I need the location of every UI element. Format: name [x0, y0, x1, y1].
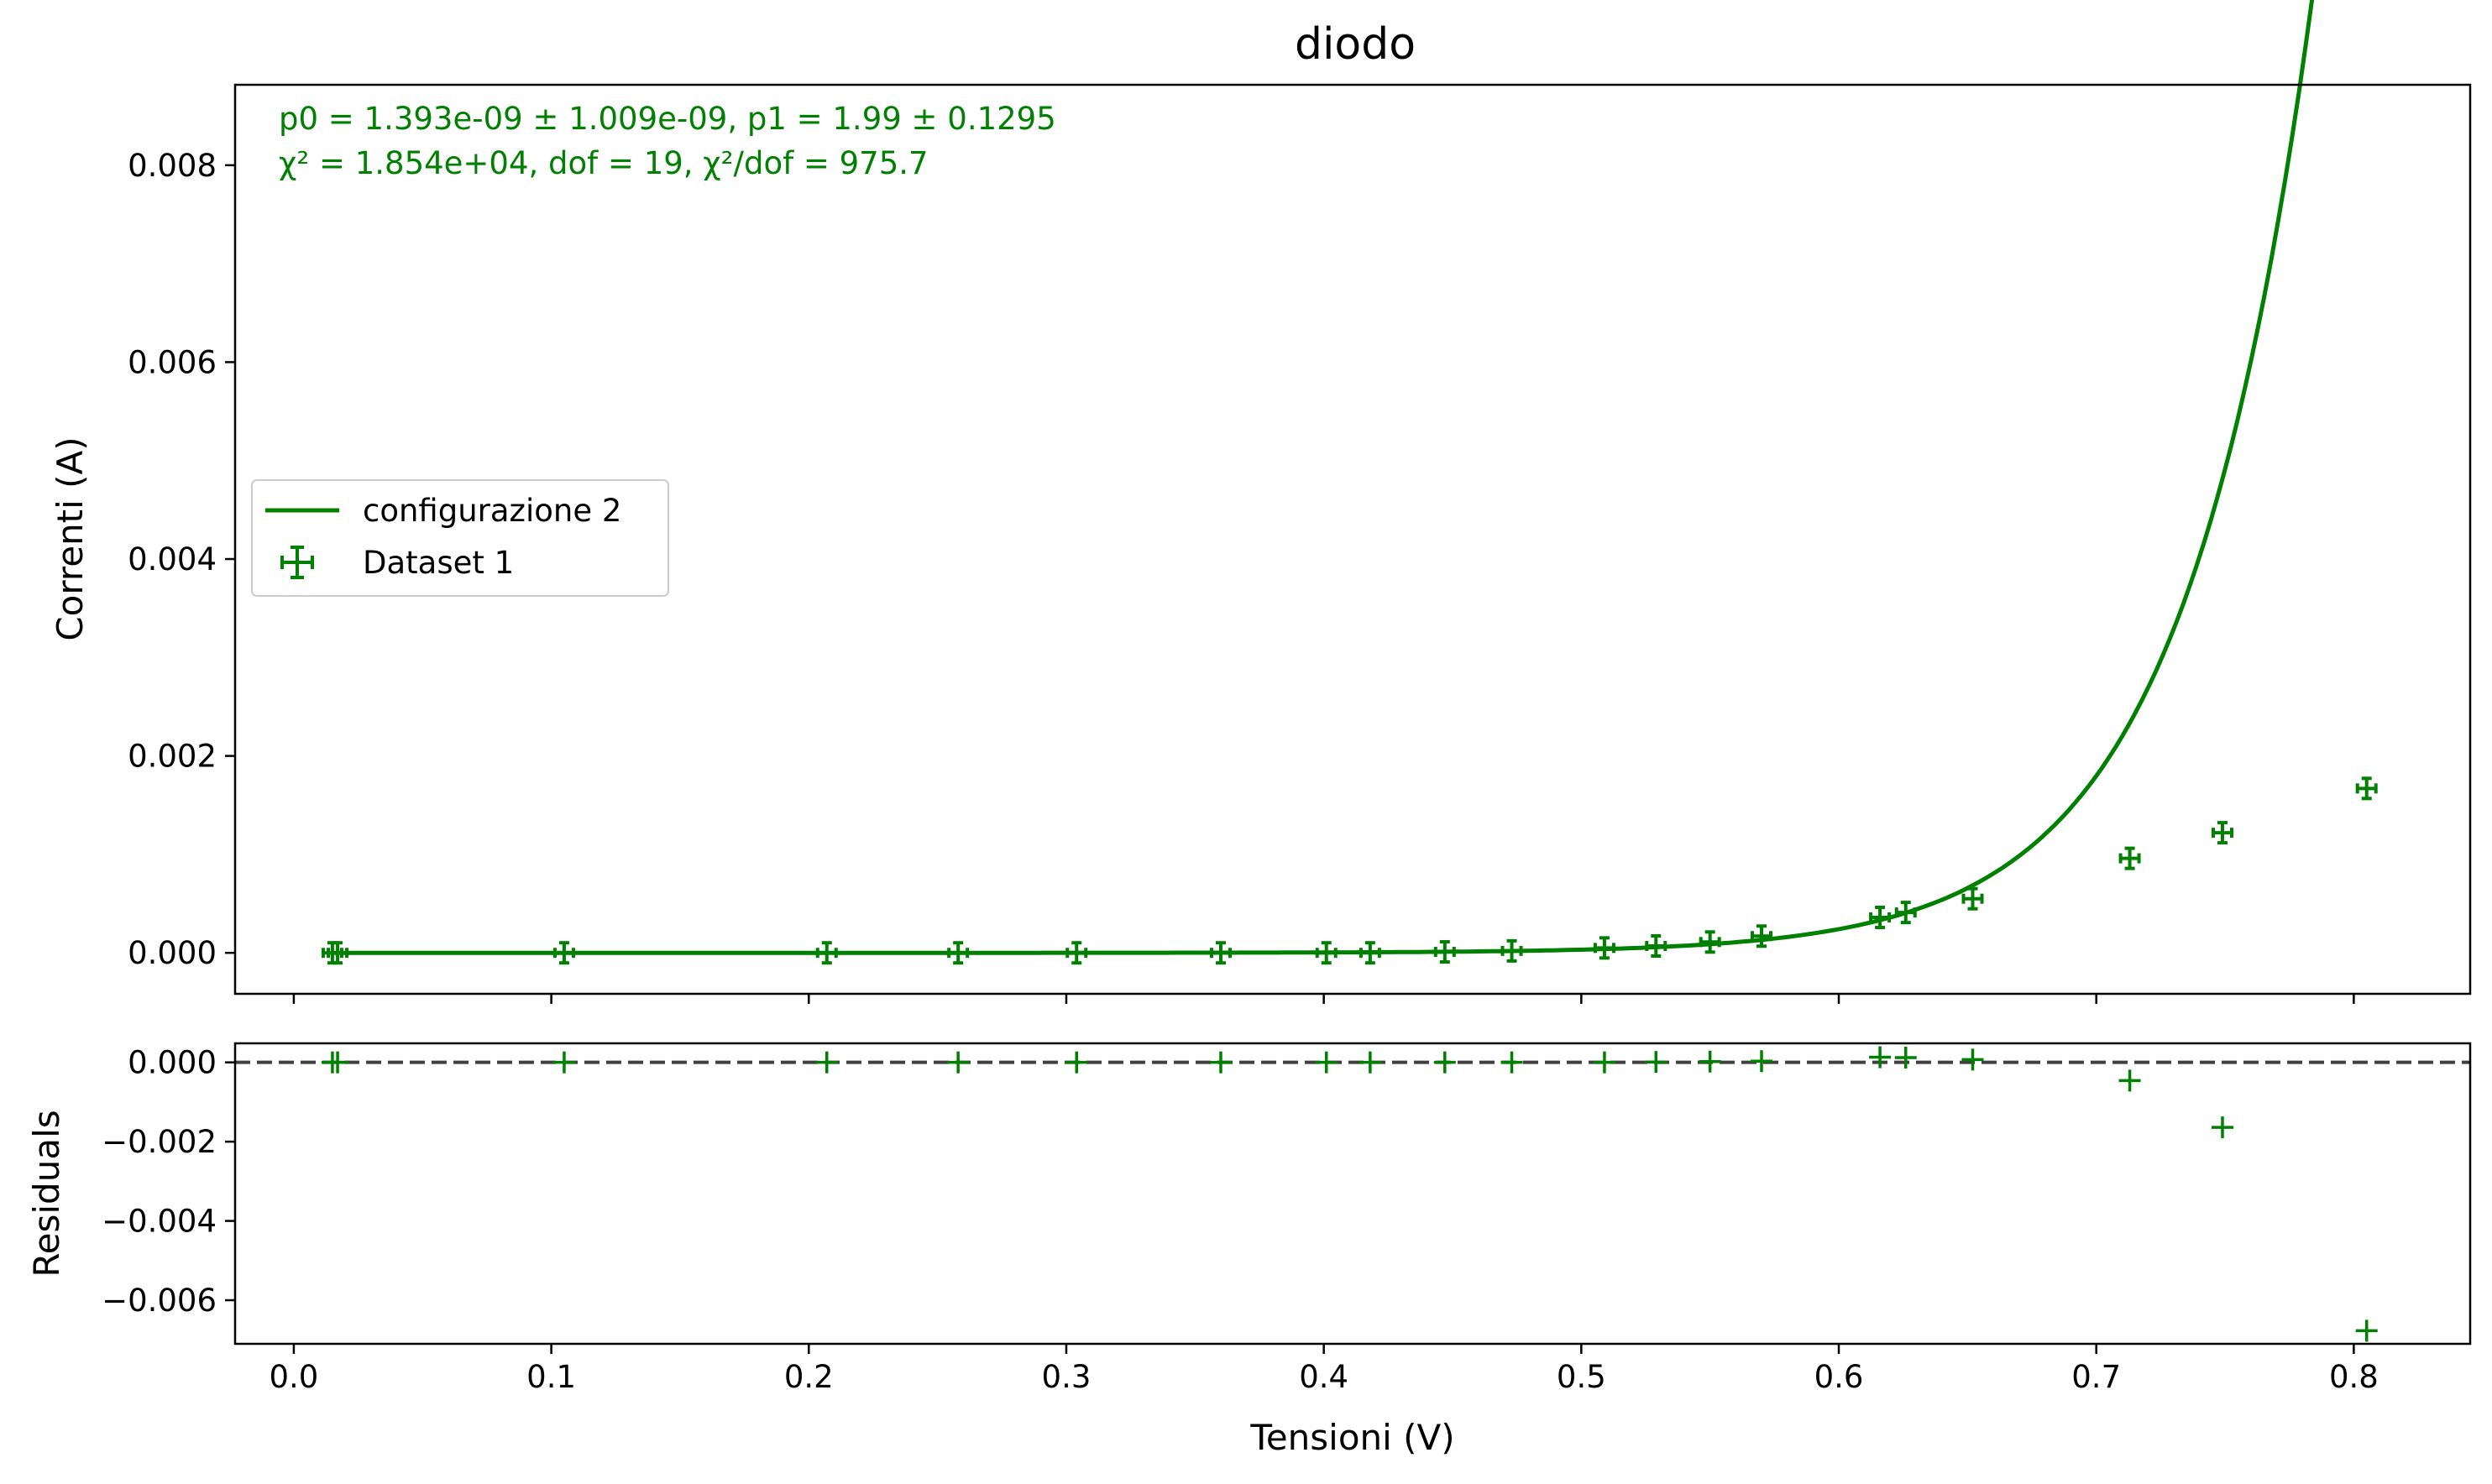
- x-tick-label: 0.7: [2071, 1359, 2121, 1395]
- x-tick-label: 0.0: [270, 1359, 319, 1395]
- residuals-x-ticks: 0.0 0.1 0.2 0.3 0.4 0.5 0.6 0.7 0.8: [270, 1344, 2379, 1395]
- x-axis-label: Tensioni (V): [1249, 1417, 1454, 1458]
- main-y-ticks: 0.000 0.002 0.004 0.006 0.008: [128, 148, 235, 971]
- fit-curve-layer: [332, 0, 2315, 955]
- residual-point: [2118, 1069, 2141, 1092]
- legend-label-dataset: Dataset 1: [363, 545, 514, 581]
- residual-point: [327, 1051, 349, 1074]
- residuals-y-tick-label: −0.006: [102, 1283, 217, 1319]
- legend-errorbar-swatch: [280, 546, 314, 579]
- data-point: [1065, 941, 1088, 965]
- main-y-tick-label: 0.006: [128, 344, 217, 380]
- data-point: [1869, 905, 1892, 929]
- x-tick-label: 0.5: [1557, 1359, 1606, 1395]
- residual-point: [1065, 1051, 1088, 1074]
- data-point: [1894, 901, 1917, 925]
- residual-point: [552, 1051, 575, 1074]
- main-y-tick-label: 0.008: [128, 148, 217, 184]
- data-point: [1315, 941, 1338, 965]
- x-tick-label: 0.4: [1299, 1359, 1348, 1395]
- data-point: [2118, 846, 2141, 870]
- residuals-y-axis-label: Residuals: [26, 1110, 67, 1277]
- x-tick-label: 0.8: [2329, 1359, 2379, 1395]
- data-point: [947, 941, 970, 965]
- data-point: [1433, 940, 1456, 964]
- main-y-tick-label: 0.002: [128, 739, 217, 775]
- residual-point: [1645, 1051, 1667, 1074]
- residual-point: [815, 1051, 838, 1074]
- residual-point: [1869, 1046, 1892, 1069]
- legend: configurazione 2 Dataset 1: [251, 479, 669, 597]
- data-point: [1593, 936, 1615, 960]
- x-tick-label: 0.3: [1042, 1359, 1092, 1395]
- residual-point: [1433, 1051, 1456, 1074]
- x-tick-label: 0.2: [784, 1359, 834, 1395]
- residuals-axes-frame: [233, 1042, 2472, 1346]
- main-data-points: [321, 776, 2378, 965]
- fit-annotation-line-1: p0 = 1.393e-09 ± 1.009e-09, p1 = 1.99 ± …: [279, 101, 1056, 137]
- data-point: [1359, 941, 1381, 965]
- main-plot-panel: diodo 0.000 0.002 0.004 0.006 0.008 Correnti…: [50, 0, 2472, 1004]
- residuals-y-tick-label: −0.004: [102, 1204, 217, 1240]
- residual-point: [1209, 1051, 1232, 1074]
- x-tick-label: 0.6: [1814, 1359, 1864, 1395]
- data-point: [552, 941, 575, 965]
- residual-point: [947, 1051, 970, 1074]
- main-x-ticks: [292, 994, 2355, 1004]
- residual-point: [1894, 1047, 1917, 1069]
- residuals-y-tick-label: −0.002: [102, 1124, 217, 1160]
- residuals-data-points: [321, 1046, 2378, 1342]
- residual-point: [1751, 1050, 1773, 1073]
- data-point: [815, 941, 838, 965]
- residual-point: [2355, 1319, 2378, 1342]
- residual-point: [1359, 1051, 1381, 1074]
- residuals-y-tick-label: 0.000: [128, 1045, 217, 1081]
- main-y-axis-label: Correnti (A): [50, 436, 91, 640]
- residual-point: [1961, 1048, 1984, 1071]
- main-y-tick-label: 0.000: [128, 935, 217, 971]
- fit-curve: [332, 0, 2315, 955]
- data-point: [1500, 938, 1523, 963]
- residual-point: [1500, 1051, 1523, 1074]
- legend-frame: [251, 479, 669, 597]
- data-point: [327, 941, 349, 965]
- main-axes-frame: [233, 83, 2472, 995]
- legend-label-fit: configurazione 2: [363, 493, 621, 529]
- data-point: [1961, 886, 1984, 911]
- fit-annotation-line-2: χ² = 1.854e+04, dof = 19, χ²/dof = 975.7: [279, 145, 929, 181]
- x-tick-label: 0.1: [526, 1359, 576, 1395]
- residual-point: [2211, 1116, 2233, 1139]
- data-point: [1645, 933, 1667, 958]
- data-point: [1209, 941, 1232, 965]
- residual-point: [1315, 1051, 1338, 1074]
- chart-title: diodo: [1295, 19, 1416, 70]
- residuals-y-ticks: 0.000 −0.002 −0.004 −0.006: [102, 1045, 235, 1319]
- data-point: [2355, 776, 2378, 801]
- residual-point: [1593, 1051, 1615, 1074]
- residual-point: [1699, 1050, 1721, 1073]
- main-y-tick-label: 0.004: [128, 541, 217, 577]
- residuals-plot-panel: 0.000−0.002−0.004−0.006 0.0 0.1 0.2 0.3 0.4 0…: [26, 1042, 2472, 1458]
- data-point: [1699, 930, 1721, 954]
- data-point: [2211, 821, 2233, 845]
- data-point: [1751, 924, 1773, 948]
